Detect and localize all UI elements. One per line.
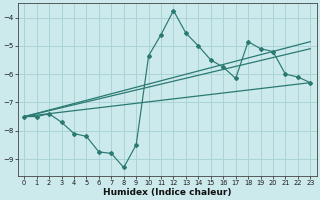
X-axis label: Humidex (Indice chaleur): Humidex (Indice chaleur) <box>103 188 232 197</box>
